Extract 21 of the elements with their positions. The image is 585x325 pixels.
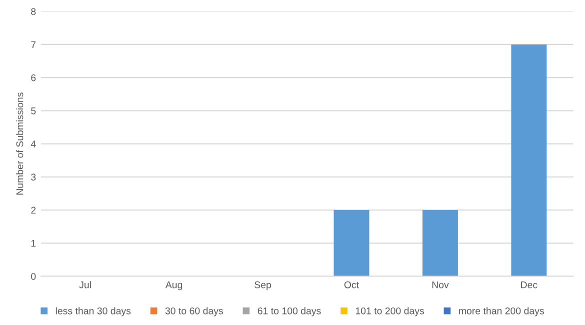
legend-label: 30 to 60 days bbox=[165, 307, 223, 316]
x-tick-label: Nov bbox=[432, 281, 449, 288]
y-tick-label: 7 bbox=[31, 41, 36, 48]
x-tick-label: Aug bbox=[165, 281, 182, 290]
legend-label: less than 30 days bbox=[56, 307, 131, 316]
y-axis-title: Number of Submissions bbox=[16, 92, 24, 195]
y-tick-label: 3 bbox=[31, 174, 36, 181]
y-tick-label: 5 bbox=[31, 108, 36, 114]
y-tick-label: 6 bbox=[31, 74, 36, 82]
x-tick-label: Oct bbox=[344, 281, 359, 288]
legend-label: 61 to 100 days bbox=[258, 307, 321, 316]
y-tick-label: 1 bbox=[31, 240, 36, 247]
y-tick-label: 8 bbox=[31, 8, 36, 15]
x-tick-label: Dec bbox=[521, 281, 538, 288]
y-tick-label: 4 bbox=[30, 140, 36, 148]
y-tick-label: 2 bbox=[31, 206, 36, 214]
x-tick-label: Sep bbox=[254, 281, 272, 290]
y-tick-label: 0 bbox=[31, 272, 36, 280]
legend-label: more than 200 days bbox=[459, 307, 544, 316]
legend-label: 101 to 200 days bbox=[356, 307, 424, 316]
x-tick-label: Jul bbox=[79, 281, 91, 288]
